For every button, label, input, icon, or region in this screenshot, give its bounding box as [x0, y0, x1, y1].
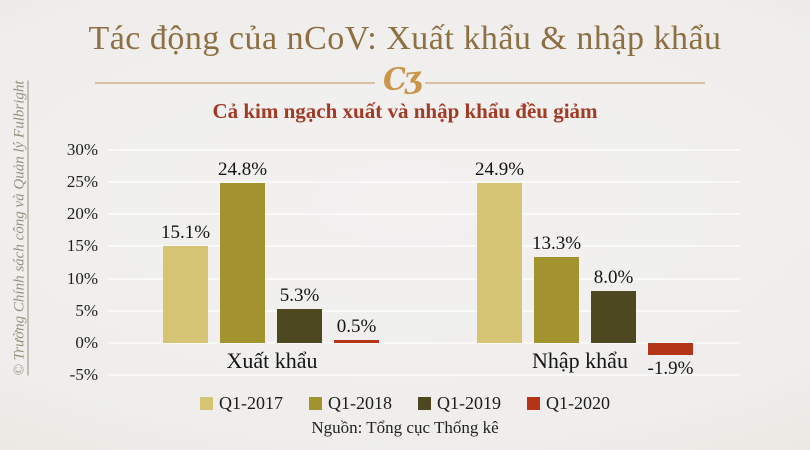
legend-item: Q1-2017 [200, 393, 283, 414]
category-label: Xuất khẩu [226, 348, 318, 373]
source-note: Nguồn: Tổng cục Thống kê [311, 418, 499, 437]
y-axis-tick-label: 5% [75, 300, 98, 320]
chart-title: Cả kim ngạch xuất và nhập khẩu đều giảm [212, 99, 598, 123]
legend-item: Q1-2020 [527, 393, 610, 414]
y-axis-tick-label: 15% [66, 236, 98, 256]
bar-value-label: 24.8% [217, 159, 268, 181]
bar-value-label: 0.5% [336, 315, 377, 337]
bar-value-label: -1.9% [647, 358, 694, 380]
chart-legend: Q1-2017 Q1-2018 Q1-2019 Q1-2020 [0, 393, 810, 414]
y-axis-tick-label: 25% [66, 172, 98, 191]
gridline [108, 309, 740, 312]
legend-swatch [309, 397, 322, 410]
bar-value-label: 13.3% [531, 233, 582, 255]
legend-item: Q1-2019 [418, 393, 501, 414]
bar [334, 339, 379, 343]
bar [477, 182, 522, 343]
legend-label: Q1-2017 [219, 393, 283, 413]
bar [277, 308, 322, 343]
bar-value-label: 15.1% [160, 221, 211, 243]
bar-value-label: 5.3% [279, 284, 320, 306]
bar-value-label: 8.0% [593, 267, 634, 289]
legend-swatch [200, 397, 213, 410]
bar-value-label: 24.9% [474, 158, 525, 180]
legend-swatch [418, 397, 431, 410]
legend-item: Q1-2018 [309, 393, 392, 414]
y-axis-tick-label: 30% [66, 139, 98, 159]
slide-title: Tác động của nCoV: Xuất khẩu & nhập khẩu [88, 20, 722, 57]
divider-line-right [425, 82, 706, 84]
y-axis-tick-label: 10% [66, 268, 98, 288]
bar [534, 257, 579, 343]
gridline [108, 213, 740, 216]
category-label: Nhập khẩu [532, 348, 628, 373]
legend-label: Q1-2020 [546, 393, 610, 413]
gridline [108, 342, 740, 344]
legend-swatch [527, 397, 540, 410]
bar [163, 245, 208, 343]
y-axis-tick-label: 20% [66, 204, 98, 224]
bar [220, 183, 265, 343]
bar [591, 291, 636, 343]
gridline [108, 374, 740, 377]
title-divider: Cʒ [95, 60, 706, 99]
gridline [108, 148, 740, 151]
gridline [108, 277, 740, 280]
gridline [108, 245, 740, 248]
legend-label: Q1-2019 [437, 393, 501, 413]
y-axis-tick-label: 0% [75, 333, 98, 352]
y-axis-tick-label: -5% [69, 365, 98, 385]
legend-label: Q1-2018 [328, 393, 392, 413]
divider-line-left [95, 82, 375, 84]
bar [648, 343, 693, 356]
gridline [108, 181, 740, 183]
